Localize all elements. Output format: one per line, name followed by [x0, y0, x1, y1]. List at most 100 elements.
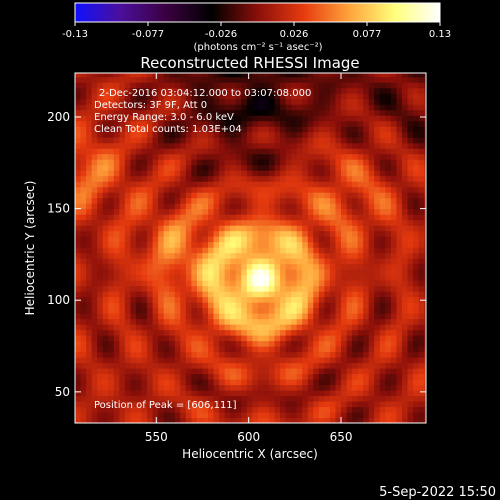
heatmap-cell [135, 258, 143, 265]
heatmap-cell [374, 159, 381, 166]
heatmap-cell [130, 395, 137, 402]
heatmap-cell [75, 412, 82, 419]
heatmap-cell [213, 313, 220, 320]
heatmap-cell [185, 357, 192, 364]
heatmap-cell [102, 214, 109, 221]
heatmap-cell [196, 390, 204, 397]
heatmap-cell [202, 219, 209, 226]
heatmap-cell [196, 412, 204, 419]
heatmap-cell [329, 274, 337, 281]
heatmap-cell [285, 346, 292, 353]
heatmap-cell [268, 120, 276, 127]
heatmap-cell [108, 109, 115, 116]
heatmap-cell [296, 263, 303, 270]
heatmap-cell [401, 137, 409, 144]
heatmap-cell [219, 131, 226, 138]
heatmap-cell [252, 313, 259, 320]
heatmap-cell [296, 148, 303, 155]
heatmap-cell [80, 390, 87, 397]
heatmap-cell [246, 362, 253, 369]
heatmap-cell [390, 225, 398, 232]
heatmap-cell [324, 203, 331, 210]
heatmap-cell [418, 148, 425, 155]
heatmap-cell [379, 252, 386, 259]
heatmap-cell [169, 181, 176, 188]
heatmap-cell [75, 362, 82, 369]
heatmap-cell [374, 120, 381, 127]
heatmap-cell [246, 401, 253, 408]
heatmap-cell [102, 197, 109, 204]
heatmap-cell [268, 230, 276, 237]
heatmap-cell [208, 164, 215, 171]
heatmap-cell [418, 73, 425, 78]
heatmap-cell [302, 104, 309, 111]
heatmap-cell [86, 252, 93, 259]
heatmap-cell [185, 164, 192, 171]
heatmap-cell [169, 175, 176, 182]
heatmap-cell [263, 291, 270, 298]
heatmap-cell [374, 109, 381, 116]
heatmap-cell [335, 417, 342, 423]
heatmap-cell [119, 76, 126, 83]
heatmap-cell [108, 241, 115, 248]
heatmap-cell [346, 302, 353, 309]
heatmap-cell [80, 406, 87, 413]
heatmap-cell [318, 324, 325, 331]
heatmap-cell [124, 373, 132, 380]
heatmap-cell [152, 296, 159, 303]
heatmap-cell [224, 181, 231, 188]
heatmap-cell [191, 225, 198, 232]
heatmap-cell [124, 120, 132, 127]
heatmap-cell [213, 76, 220, 83]
heatmap-cell [91, 115, 98, 122]
heatmap-cell [401, 417, 409, 423]
heatmap-cell [352, 192, 359, 199]
heatmap-cell [180, 417, 187, 423]
heatmap-cell [219, 214, 226, 221]
heatmap-cell [357, 384, 364, 391]
heatmap-cell [108, 274, 115, 281]
heatmap-cell [374, 412, 381, 419]
heatmap-cell [374, 247, 381, 254]
heatmap-cell [180, 368, 187, 375]
heatmap-cell [124, 148, 132, 155]
heatmap-cell [135, 142, 143, 149]
heatmap-cell [280, 346, 287, 353]
heatmap-cell [307, 395, 314, 402]
heatmap-cell [180, 258, 187, 265]
heatmap-cell [224, 329, 231, 336]
heatmap-cell [196, 373, 204, 380]
heatmap-cell [191, 93, 198, 100]
heatmap-cell [296, 406, 303, 413]
heatmap-cell [202, 340, 209, 347]
heatmap-cell [102, 324, 109, 331]
heatmap-cell [130, 247, 137, 254]
heatmap-cell [147, 274, 154, 281]
heatmap-cell [280, 307, 287, 314]
heatmap-cell [407, 269, 414, 276]
heatmap-cell [379, 208, 386, 215]
heatmap-cell [401, 126, 409, 133]
heatmap-cell [274, 291, 281, 298]
heatmap-cell [313, 395, 320, 402]
heatmap-cell [224, 401, 231, 408]
heatmap-cell [124, 269, 132, 276]
heatmap-cell [141, 126, 148, 133]
heatmap-cell [169, 186, 176, 193]
heatmap-cell [307, 219, 314, 226]
heatmap-cell [357, 186, 364, 193]
heatmap-cell [280, 197, 287, 204]
heatmap-cell [75, 247, 82, 254]
heatmap-cell [335, 280, 342, 287]
heatmap-cell [91, 93, 98, 100]
heatmap-cell [285, 120, 292, 127]
heatmap-cell [158, 280, 165, 287]
heatmap-cell [263, 395, 270, 402]
heatmap-cell [363, 104, 370, 111]
heatmap-cell [180, 219, 187, 226]
heatmap-cell [352, 247, 359, 254]
heatmap-cell [335, 340, 342, 347]
heatmap-cell [202, 252, 209, 259]
heatmap-cell [263, 73, 270, 78]
heatmap-cell [124, 104, 132, 111]
